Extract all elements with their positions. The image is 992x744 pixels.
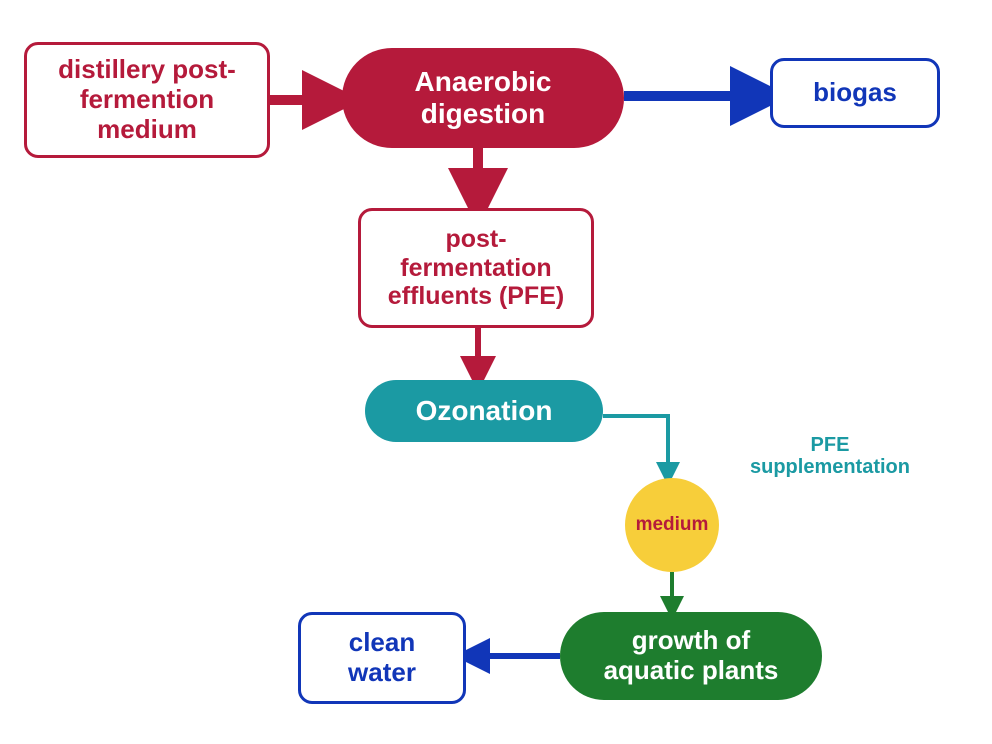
node-biogas-label: biogas	[813, 78, 897, 108]
node-growth-aquatic-plants: growth of aquatic plants	[560, 612, 822, 700]
node-distillery-label: distillery post- fermention medium	[58, 55, 236, 145]
node-anaerobic-label: Anaerobic digestion	[415, 66, 552, 130]
edge-group	[270, 96, 770, 656]
node-pfe: post- fermentation effluents (PFE)	[358, 208, 594, 328]
node-cleanwater-label: clean water	[348, 628, 416, 688]
node-ozonation-label: Ozonation	[416, 395, 553, 427]
node-growth-label: growth of aquatic plants	[604, 626, 779, 686]
node-ozonation: Ozonation	[365, 380, 603, 442]
node-clean-water: clean water	[298, 612, 466, 704]
node-pfe-label: post- fermentation effluents (PFE)	[388, 225, 564, 311]
node-biogas: biogas	[770, 58, 940, 128]
node-medium: medium	[625, 478, 719, 572]
edge-label-pfe-supp-text: PFE supplementation	[750, 434, 910, 478]
node-anaerobic-digestion: Anaerobic digestion	[342, 48, 624, 148]
node-medium-label: medium	[636, 514, 709, 536]
edge-ozonation-medium	[603, 416, 668, 478]
edge-label-pfe-supplementation: PFE supplementation	[720, 412, 940, 478]
node-distillery: distillery post- fermention medium	[24, 42, 270, 158]
